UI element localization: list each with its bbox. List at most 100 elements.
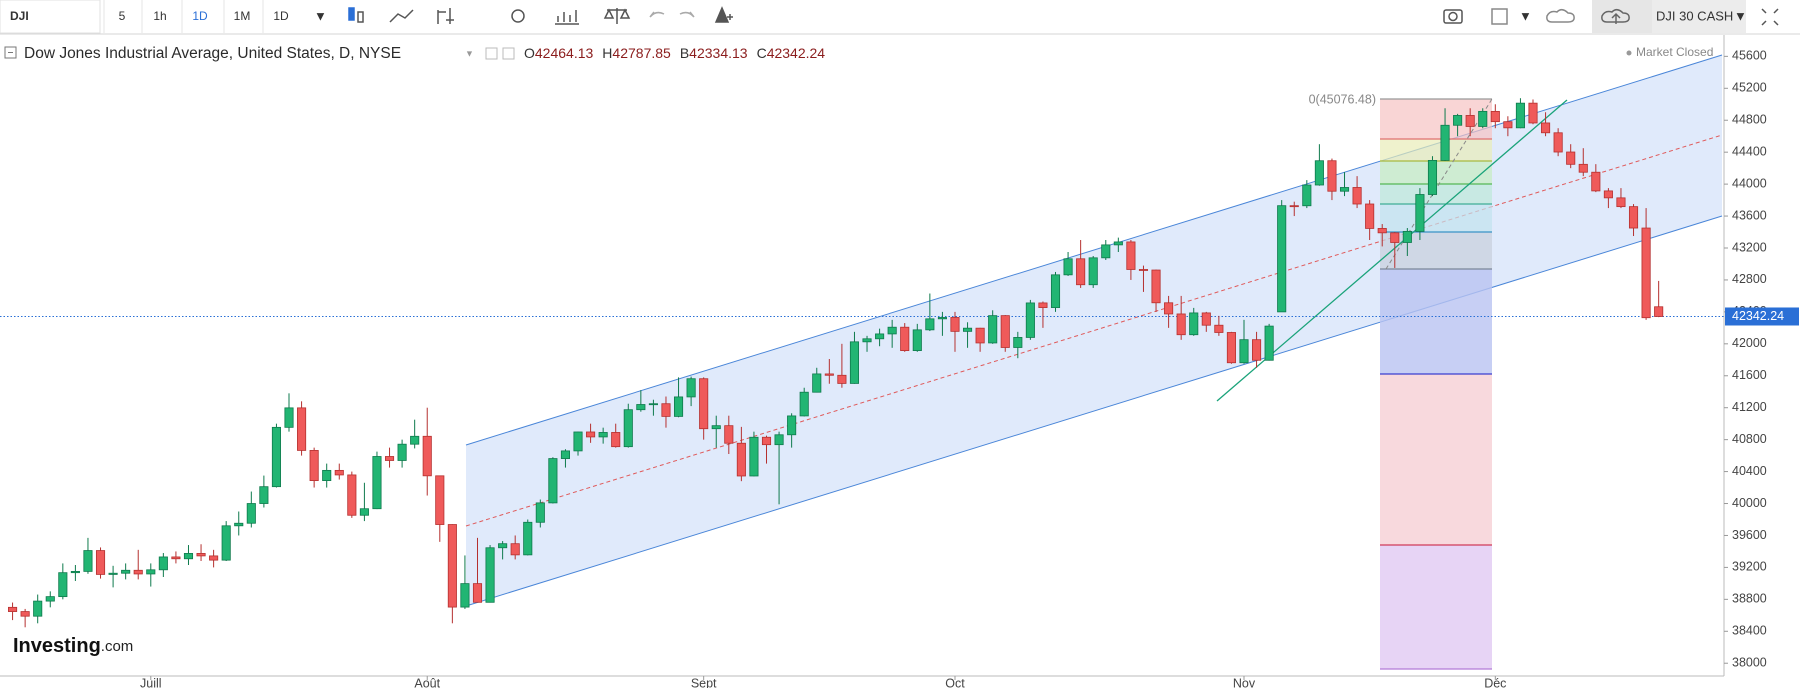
channel-lower — [465, 215, 1723, 607]
candle-body — [1201, 312, 1211, 326]
candle-body — [196, 553, 206, 557]
draw-icon[interactable] — [437, 8, 454, 24]
candle-body — [460, 583, 470, 608]
candle-body — [887, 326, 897, 335]
settings-icon[interactable] — [511, 9, 525, 23]
ohlc-value: 42334.13 — [689, 45, 748, 61]
header-icon[interactable] — [485, 47, 498, 60]
line-icon[interactable] — [389, 9, 414, 23]
y-tick-label: 43200 — [1732, 240, 1767, 254]
candle-body — [1578, 163, 1588, 173]
candle-body — [447, 524, 457, 608]
candle-body — [1239, 339, 1249, 364]
candle-body — [234, 522, 244, 527]
upload-box[interactable] — [1592, 0, 1652, 33]
candle-body — [1038, 302, 1048, 308]
candle-body — [1628, 206, 1639, 229]
logo-brand: Investing — [13, 635, 101, 657]
ohlc-key: B — [680, 45, 689, 61]
instrument-box[interactable] — [1652, 0, 1746, 33]
market-status: Market Closed — [1636, 45, 1713, 59]
candle-body — [1302, 184, 1312, 207]
upload-icon — [1601, 9, 1630, 24]
candle-icon[interactable] — [348, 7, 355, 21]
candle-body — [1603, 190, 1613, 199]
y-tick-label: 45200 — [1732, 81, 1767, 95]
interval-button[interactable]: 1h — [153, 9, 166, 23]
x-tick-label: Déc — [1484, 676, 1506, 688]
candle-icon[interactable] — [357, 11, 364, 23]
last-price-label: 42342.24 — [1732, 309, 1784, 323]
cloud-icon[interactable] — [1546, 9, 1575, 23]
interval-button[interactable]: 5 — [119, 9, 126, 23]
candle-body — [1541, 122, 1551, 134]
redo-icon[interactable] — [679, 11, 695, 18]
candle-body — [146, 569, 156, 575]
candle-body — [322, 469, 332, 482]
y-tick-label: 38800 — [1732, 592, 1767, 606]
candle-body — [1264, 325, 1274, 361]
y-tick-label: 42000 — [1732, 336, 1767, 350]
candle-body — [246, 503, 256, 524]
candle-body — [937, 317, 947, 320]
fullscreen-icon[interactable] — [1761, 8, 1779, 26]
layout-icon[interactable] — [1491, 8, 1508, 25]
fib-band — [1380, 269, 1492, 374]
symbol-box[interactable] — [0, 0, 101, 34]
interval-button[interactable]: 1D — [192, 9, 208, 23]
ohlc-key: O — [524, 45, 535, 61]
candle-body — [1151, 269, 1161, 304]
fib-band — [1380, 374, 1492, 545]
candle-body — [912, 329, 922, 352]
interval-button[interactable]: 1M — [234, 9, 251, 23]
candle-body — [1277, 205, 1287, 313]
indicators-icon[interactable] — [555, 10, 579, 25]
last-price-box — [1725, 307, 1799, 326]
candle-body — [70, 570, 80, 574]
candle-body — [1490, 110, 1500, 123]
candle-body — [271, 426, 281, 488]
candle-body — [950, 317, 960, 332]
candle-body — [209, 555, 219, 561]
candle-body — [1390, 232, 1400, 243]
alert-icon[interactable] — [714, 6, 733, 23]
candle-body — [1465, 115, 1475, 127]
candle-body — [1365, 203, 1375, 229]
candle-body — [1453, 115, 1463, 126]
interval-button[interactable]: 1D — [273, 9, 289, 23]
candle-body — [975, 327, 985, 344]
candle-body — [1591, 171, 1601, 192]
ohlc: O42464.13 H42787.85 B42334.13 C42342.24 — [524, 45, 825, 61]
symbol[interactable]: DJI — [10, 9, 29, 23]
instrument[interactable]: DJI 30 CASH — [1656, 8, 1733, 23]
header-icon[interactable] — [502, 47, 515, 60]
candle-body — [171, 556, 181, 560]
ohlc-key: C — [757, 45, 767, 61]
candle-body — [1415, 194, 1425, 232]
candle-body — [1339, 187, 1350, 192]
dropdown-arrow[interactable]: ▼ — [1734, 8, 1747, 23]
toolbar — [0, 0, 1800, 34]
y-tick-label: 40400 — [1732, 464, 1767, 478]
title-dropdown[interactable]: ▼ — [465, 48, 474, 58]
candle-body — [535, 502, 545, 523]
candle-body — [108, 572, 118, 575]
undo-icon[interactable] — [649, 11, 665, 18]
candle-body — [384, 456, 395, 461]
dropdown-arrow[interactable]: ▼ — [1519, 8, 1532, 23]
candle-body — [1503, 121, 1513, 129]
candle-body — [611, 432, 621, 448]
candle-body — [45, 596, 55, 602]
candle-body — [83, 550, 93, 572]
candle-body — [1289, 205, 1299, 208]
dropdown-arrow[interactable]: ▼ — [314, 8, 327, 23]
candle-body — [1377, 228, 1387, 234]
candle-body — [334, 469, 344, 476]
candle-body — [1013, 337, 1023, 348]
x-tick-label: Nov — [1233, 676, 1256, 688]
compare-icon[interactable] — [603, 8, 631, 24]
camera-icon[interactable] — [1443, 9, 1463, 24]
y-tick-label: 45600 — [1732, 49, 1767, 63]
collapse-icon[interactable] — [4, 46, 17, 59]
